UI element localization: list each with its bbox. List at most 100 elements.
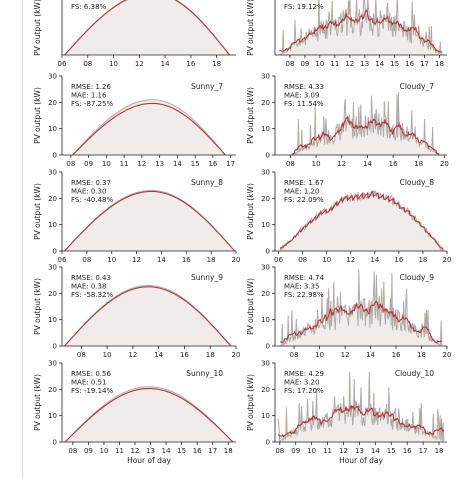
metric-text: FS: -40.48% [71, 196, 113, 204]
x-tick-label: 16 [193, 447, 202, 455]
metric-text: MAE: 0.30 [71, 188, 106, 196]
x-tick-label: 16 [389, 160, 398, 168]
y-tick-label: 30 [48, 360, 57, 368]
observed-area [72, 99, 226, 155]
y-tick-label: 20 [261, 386, 270, 394]
page-divider [22, 0, 23, 479]
metric-text: MAE: 0.38 [71, 283, 106, 291]
x-tick-label: 06 [58, 256, 67, 264]
x-tick-label: 13 [355, 447, 364, 455]
y-tick-label: 20 [261, 290, 270, 298]
x-tick-label: 20 [232, 256, 241, 264]
x-tick-label: 16 [208, 160, 217, 168]
metric-text: RMSE: 0.37 [71, 179, 111, 187]
x-tick-label: 18 [206, 351, 215, 359]
panel-label: Cloudy_7 [400, 82, 435, 91]
x-tick-label: 14 [161, 60, 170, 68]
panel-label: Sunny_7 [191, 82, 223, 91]
x-tick-label: 08 [68, 447, 77, 455]
x-tick-label: 14 [366, 351, 375, 359]
metric-text: MAE: 3.20 [284, 379, 319, 387]
x-tick-label: 10 [307, 447, 316, 455]
observed-area [64, 285, 231, 346]
x-tick-label: 20 [440, 160, 449, 168]
x-tick-label: 11 [120, 160, 129, 168]
y-tick-label: 20 [48, 290, 57, 298]
x-tick-label: 16 [405, 60, 414, 68]
y-tick-label: 0 [266, 152, 270, 160]
x-tick-label: 15 [387, 447, 396, 455]
x-tick-label: 15 [390, 60, 399, 68]
x-tick-label: 08 [77, 351, 86, 359]
y-axis-label: PV output (kW) [246, 183, 255, 240]
x-tick-label: 16 [182, 256, 191, 264]
x-tick-label: 10 [107, 256, 116, 264]
y-tick-label: 30 [48, 73, 57, 81]
metric-text: RMSE: 0.43 [71, 274, 111, 282]
x-tick-label: 14 [173, 160, 182, 168]
metric-text: FS: 17.20% [284, 387, 324, 395]
metric-text: FS: 11.54% [284, 100, 324, 108]
x-tick-label: 08 [66, 160, 75, 168]
observed-line [277, 371, 445, 442]
x-tick-label: 14 [363, 160, 372, 168]
y-tick-label: 0 [53, 439, 57, 447]
x-tick-label: 10 [315, 60, 324, 68]
panel-sunny-6: 06 08 10 12 14 16 18 PV output (kW) FS: 6.38% [33, 0, 236, 68]
observed-area [65, 386, 233, 442]
x-tick-label: 08 [286, 160, 295, 168]
panel-sunny-7: 08 09 10 11 12 13 14 15 16 17 0 10 20 30 PV output (kW… [33, 73, 236, 168]
x-tick-label: 17 [208, 447, 217, 455]
x-tick-label: 17 [226, 160, 235, 168]
y-axis-label: PV output (kW) [33, 0, 42, 56]
x-tick-label: 14 [154, 351, 163, 359]
x-tick-label: 12 [128, 351, 137, 359]
panel-cloudy-7: 08 10 12 14 16 18 20 0 10 20 30 PV output (kW) RMSE:… [246, 73, 449, 169]
metric-text: RMSE: 4.74 [284, 274, 324, 282]
x-tick-label: 12 [131, 447, 140, 455]
metric-text: MAE: 0.51 [71, 379, 106, 387]
x-axis-label: Hour of day [339, 456, 383, 465]
metric-text: FS: -19.14% [71, 387, 113, 395]
y-tick-label: 20 [48, 386, 57, 394]
y-tick-label: 10 [261, 221, 270, 229]
y-tick-label: 20 [48, 195, 57, 203]
y-tick-label: 20 [48, 99, 57, 107]
x-tick-label: 12 [339, 447, 348, 455]
y-tick-label: 0 [266, 439, 270, 447]
predicted-line [64, 387, 234, 442]
panel-label: Cloudy_10 [395, 369, 434, 378]
x-tick-label: 12 [132, 256, 141, 264]
x-tick-label: 12 [137, 160, 146, 168]
x-tick-label: 08 [285, 60, 294, 68]
predicted-line [279, 190, 444, 250]
predicted-line [291, 115, 440, 155]
y-axis-label: PV output (kW) [33, 278, 42, 335]
y-tick-label: 0 [53, 343, 57, 351]
panel-label: Cloudy_9 [400, 273, 435, 282]
panel-label: Sunny_8 [191, 178, 223, 187]
x-tick-label: 20 [232, 351, 241, 359]
y-tick-label: 30 [48, 264, 57, 272]
predicted-line [279, 300, 443, 344]
x-tick-label: 09 [291, 447, 300, 455]
x-tick-label: 08 [82, 256, 91, 264]
x-tick-label: 12 [341, 351, 350, 359]
y-tick-label: 0 [266, 343, 270, 351]
x-tick-label: 06 [58, 60, 67, 68]
x-tick-label: 12 [345, 60, 354, 68]
metric-text: MAE: 1.20 [284, 188, 319, 196]
x-tick-label: 11 [323, 447, 332, 455]
x-tick-label: 12 [337, 160, 346, 168]
panel-cloudy-10: 08 09 10 11 12 13 14 15 16 17 18 0 10 20 30 PV output (… [246, 360, 447, 465]
panel-label: Cloudy_8 [400, 178, 435, 187]
x-tick-label: 09 [84, 160, 93, 168]
x-tick-label: 16 [394, 256, 403, 264]
y-tick-label: 0 [53, 248, 57, 256]
x-tick-label: 17 [419, 447, 428, 455]
x-tick-label: 12 [135, 60, 144, 68]
x-tick-label: 15 [191, 160, 200, 168]
x-tick-label: 08 [298, 256, 307, 264]
metric-text: MAE: 3.09 [284, 92, 319, 100]
x-tick-label: 10 [322, 256, 331, 264]
